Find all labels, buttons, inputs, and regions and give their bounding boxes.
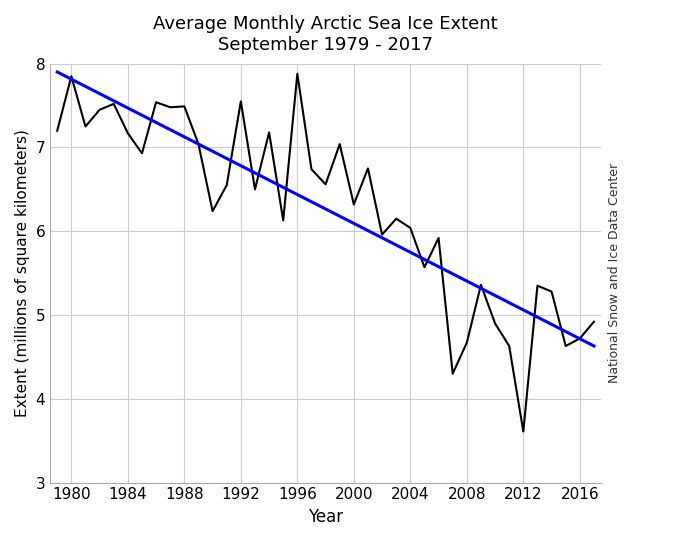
Text: National Snow and Ice Data Center: National Snow and Ice Data Center: [608, 163, 621, 383]
Title: Average Monthly Arctic Sea Ice Extent
September 1979 - 2017: Average Monthly Arctic Sea Ice Extent Se…: [153, 15, 498, 54]
Y-axis label: Extent (millions of square kilometers): Extent (millions of square kilometers): [15, 129, 30, 417]
X-axis label: Year: Year: [308, 508, 343, 526]
